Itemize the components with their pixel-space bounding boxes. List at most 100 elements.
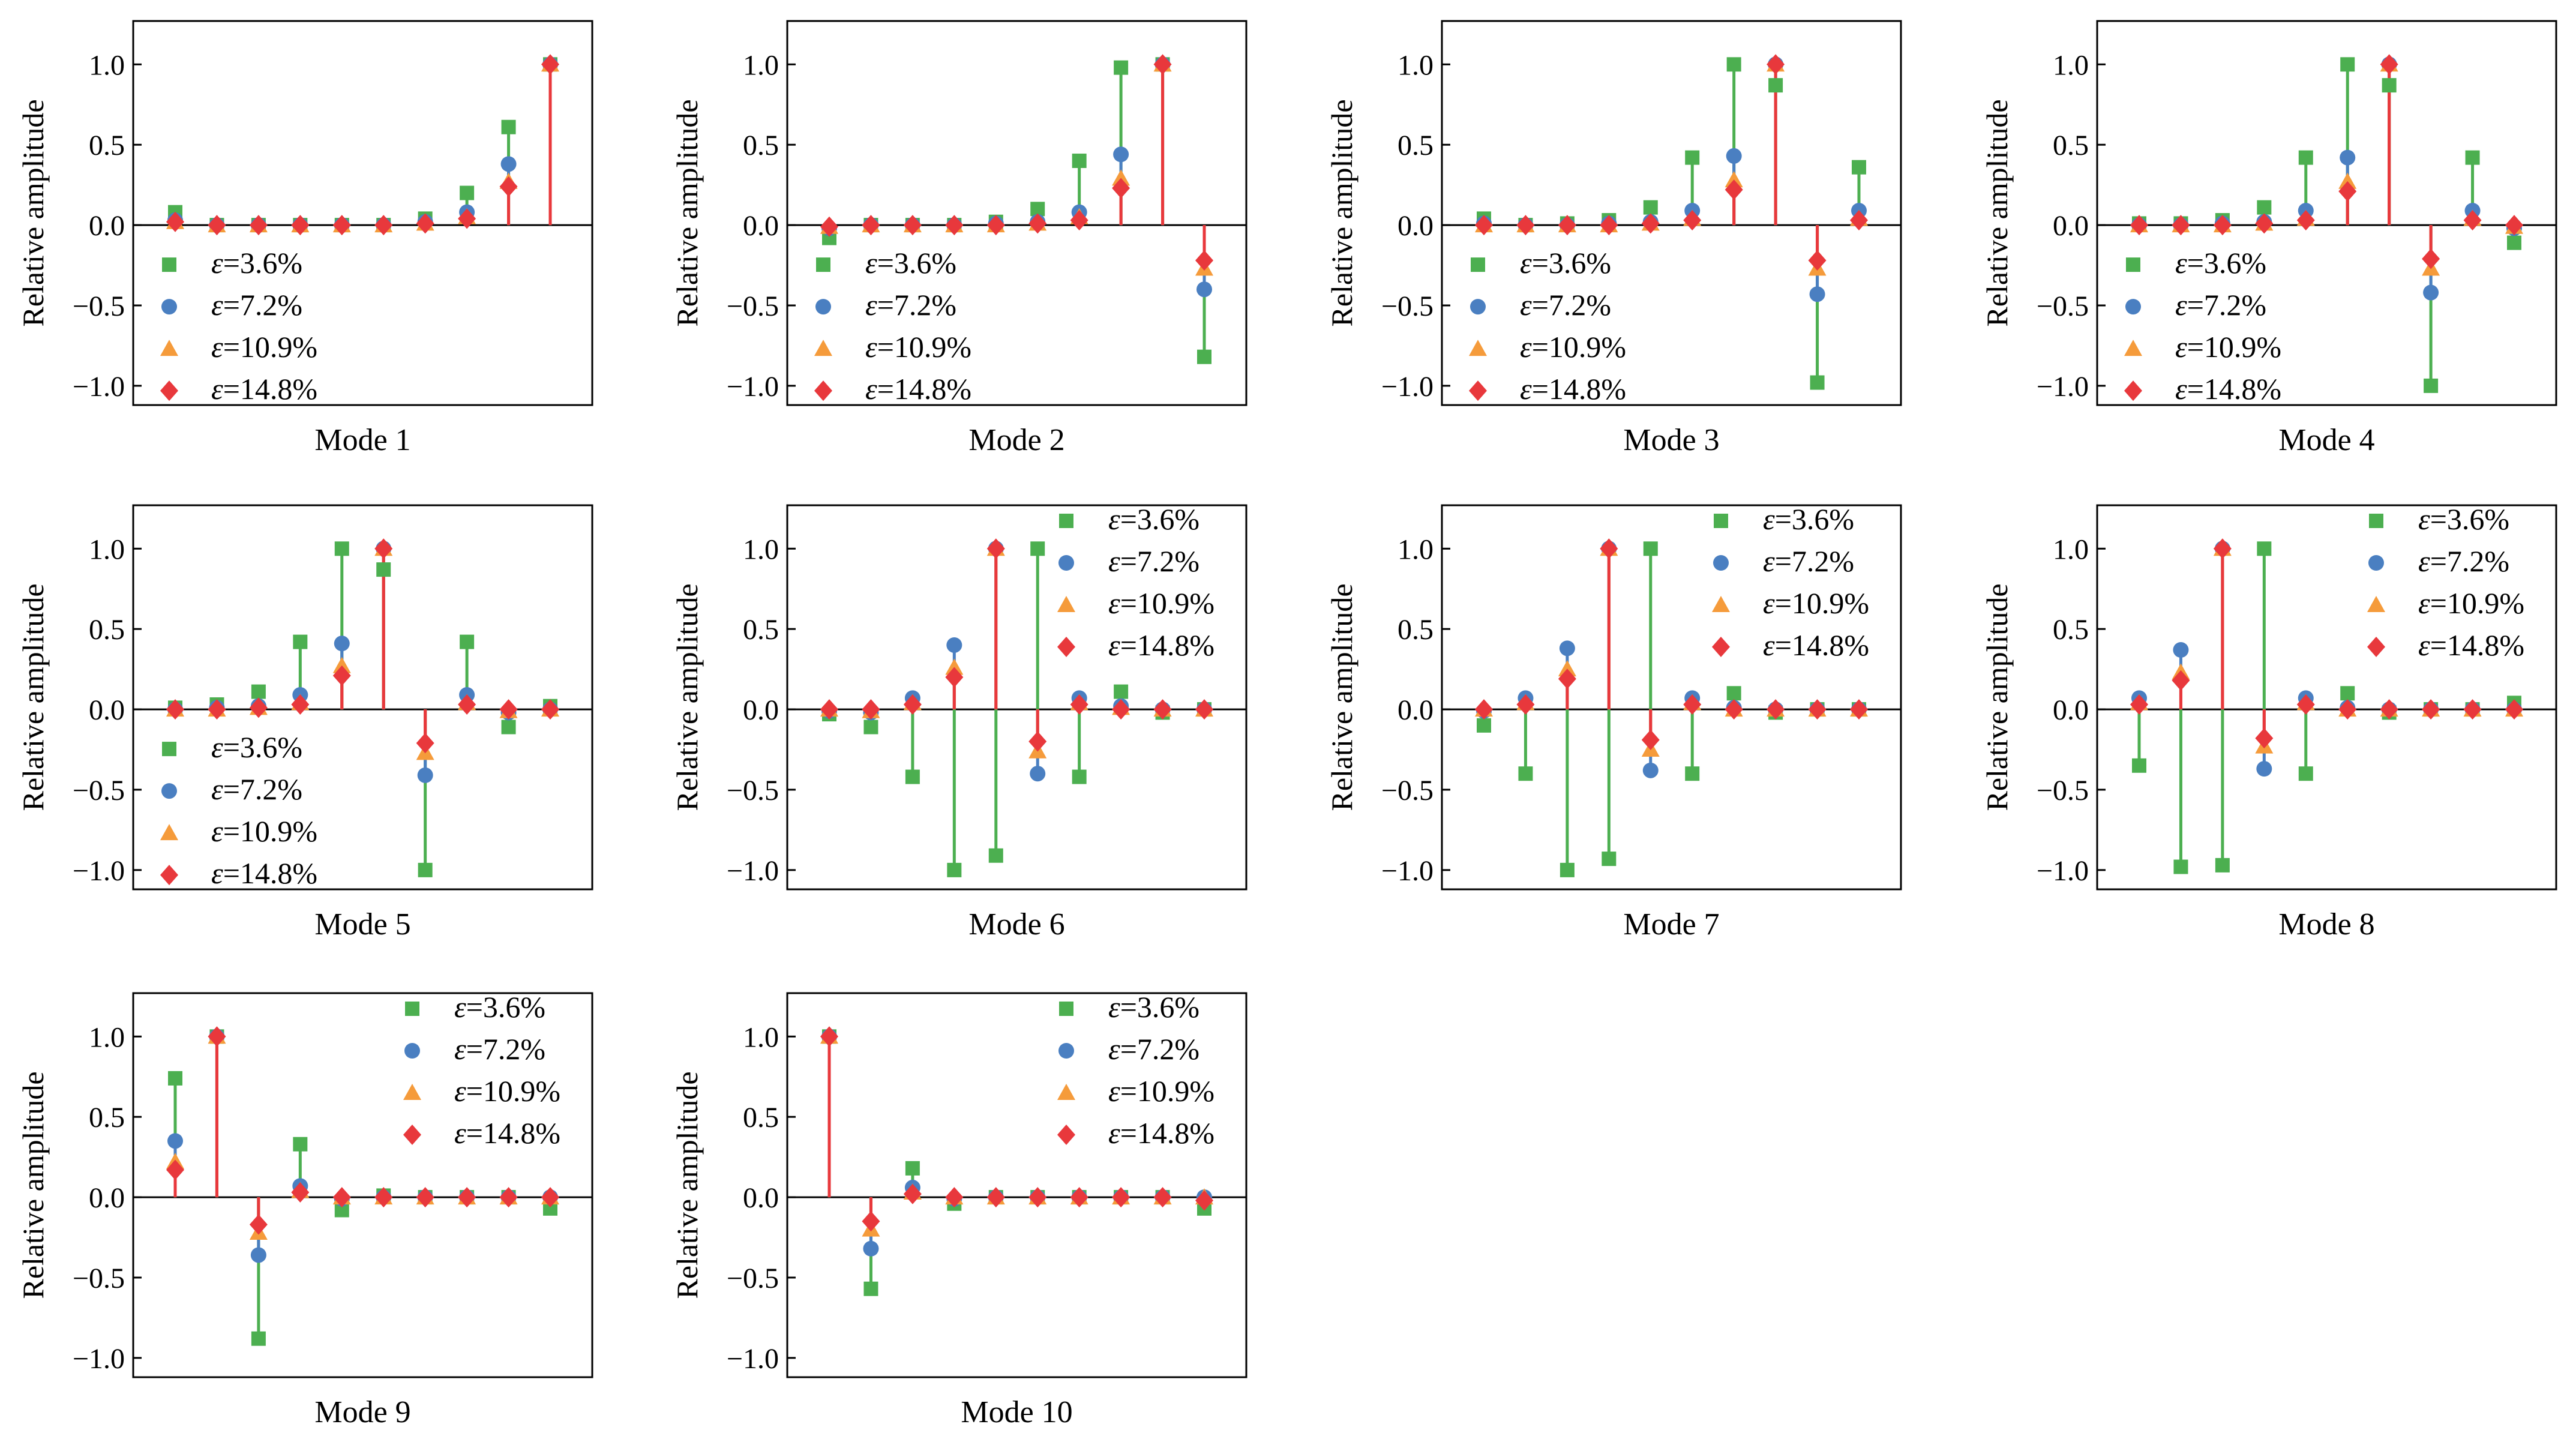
- mode-10-ytick-label: 1.0: [743, 1021, 779, 1053]
- mode-10-point: [1112, 1187, 1130, 1208]
- mode-8-point: [2340, 686, 2355, 701]
- mode-5-point: [458, 694, 476, 715]
- mode-6-point: [1028, 731, 1047, 752]
- mode-2-legend-label: ε=3.6%: [865, 246, 956, 280]
- mode-7-ytick-label: 0.5: [1398, 614, 1434, 646]
- mode-9-point: [416, 1187, 434, 1208]
- mode-4-legend-label: ε=10.9%: [2175, 330, 2281, 364]
- mode-6-legend: ε=3.6% ε=7.2% ε=10.9% ε=14.8%: [1057, 502, 1214, 662]
- mode-8-legend-label: ε=7.2%: [2418, 544, 2509, 578]
- mode-3-point: [1809, 286, 1825, 302]
- mode-3-point: [1726, 148, 1742, 164]
- mode-2-point: [1153, 54, 1172, 75]
- mode-2-ytick-label: 0.5: [743, 130, 779, 161]
- mode-6-point: [820, 699, 838, 720]
- mode-6-point: [986, 538, 1005, 559]
- mode-1-point: [332, 215, 351, 236]
- mode-6-point: [945, 658, 964, 675]
- mode-3-ylabel: Relative amplitude: [1325, 99, 1359, 326]
- mode-6-point: [1072, 769, 1087, 784]
- mode-9-ytick-label: −1.0: [73, 1343, 125, 1375]
- mode-4-ytick-label: 0.0: [2053, 210, 2089, 242]
- mode-9-point: [166, 1159, 184, 1180]
- mode-3-point: [1852, 160, 1866, 175]
- mode-2-point: [986, 215, 1005, 236]
- mode-4-point: [2338, 181, 2357, 202]
- mode-5-legend-label: ε=10.9%: [211, 814, 317, 848]
- mode-3-panel: 1.0 0.5 0.0 −0.5 −1.0 Relative amplitude Mode …: [1325, 20, 1902, 457]
- mode-7-ytick-label: 1.0: [1398, 533, 1434, 565]
- mode-7-panel: 1.0 0.5 0.0 −0.5 −1.0 Relative amplitude Mode …: [1325, 502, 1902, 942]
- mode-1-point: [249, 215, 268, 236]
- mode-5-legend-marker: [162, 742, 176, 757]
- mode-8-plot-frame: [2096, 504, 2557, 891]
- mode-6-point: [903, 694, 922, 715]
- mode-3-ytick-label: 0.0: [1398, 210, 1434, 242]
- mode-6-title: Mode 6: [968, 907, 1064, 942]
- mode-3-point: [1726, 57, 1741, 72]
- mode-1-ytick-label: 0.5: [89, 130, 125, 161]
- mode-4-point: [2340, 149, 2356, 166]
- mode-5-point: [166, 699, 184, 720]
- mode-6-point: [947, 862, 962, 877]
- mode-6-point: [988, 848, 1003, 863]
- mode-6-legend-marker: [1057, 596, 1075, 612]
- mode-9-point: [168, 1071, 182, 1086]
- mode-1-point: [208, 215, 226, 236]
- mode-2-point: [1112, 169, 1130, 186]
- mode-9-point: [167, 1133, 183, 1149]
- mode-4-ytick-label: 0.5: [2053, 130, 2089, 161]
- mode-5-plot-frame: [132, 504, 593, 891]
- mode-8-legend-marker: [2368, 555, 2384, 571]
- mode-7-legend-label: ε=7.2%: [1763, 544, 1854, 578]
- mode-4-point: [2465, 150, 2480, 165]
- mode-2-point: [945, 215, 964, 236]
- mode-5-ytick-label: 0.0: [89, 694, 125, 726]
- mode-4-plot-frame: [2096, 20, 2557, 406]
- mode-1-point: [499, 176, 518, 197]
- mode-9-point: [249, 1214, 268, 1235]
- mode-5-point: [417, 767, 433, 783]
- mode-4-point: [2213, 215, 2232, 236]
- mode-2-ytick-label: −1.0: [727, 371, 779, 403]
- mode-7-point: [1558, 660, 1576, 677]
- mode-3-point: [1725, 171, 1743, 188]
- mode-7-legend: ε=3.6% ε=7.2% ε=10.9% ε=14.8%: [1712, 502, 1869, 662]
- mode-4-legend-label: ε=3.6%: [2175, 246, 2266, 280]
- mode-3-legend-label: ε=10.9%: [1520, 330, 1626, 364]
- mode-7-point: [1641, 729, 1660, 750]
- mode-5-point: [501, 719, 516, 735]
- mode-6-ytick-label: 1.0: [743, 533, 779, 565]
- mode-2-point: [1070, 210, 1088, 231]
- mode-9-point: [332, 1187, 351, 1208]
- mode-5-point: [291, 694, 310, 715]
- mode-10-legend-label: ε=7.2%: [1108, 1032, 1199, 1066]
- mode-10-point: [863, 1281, 878, 1296]
- mode-3-ytick-label: −1.0: [1381, 371, 1434, 403]
- mode-2-point: [1072, 153, 1087, 168]
- mode-8-point: [2380, 699, 2398, 720]
- mode-4-point: [2423, 284, 2439, 301]
- mode-7-point: [1683, 694, 1702, 715]
- mode-5-point: [374, 538, 393, 559]
- mode-3-ytick-label: 0.5: [1398, 130, 1434, 161]
- mode-5-legend-label: ε=3.6%: [211, 730, 302, 764]
- mode-5-ylabel: Relative amplitude: [16, 583, 50, 811]
- mode-8-legend-marker: [2369, 514, 2383, 528]
- mode-1-legend-label: ε=10.9%: [211, 330, 317, 364]
- mode-7-ytick-label: −0.5: [1381, 775, 1434, 807]
- mode-8-point: [2296, 694, 2315, 715]
- mode-8-point: [2173, 859, 2188, 874]
- mode-4-point: [2505, 215, 2523, 236]
- mode-8-point: [2130, 694, 2148, 715]
- mode-4-point: [2463, 210, 2482, 231]
- mode-3-point: [1767, 54, 1785, 75]
- mode-9-legend-label: ε=3.6%: [454, 990, 545, 1024]
- mode-8-point: [2298, 766, 2313, 781]
- mode-9-legend-marker: [405, 1002, 419, 1016]
- mode-8-ytick-label: 0.0: [2053, 694, 2089, 726]
- mode-5-ytick-label: −1.0: [73, 855, 125, 887]
- mode-10-ytick-label: 0.5: [743, 1102, 779, 1134]
- mode-10-point: [905, 1161, 920, 1176]
- mode-4-point: [2338, 172, 2357, 189]
